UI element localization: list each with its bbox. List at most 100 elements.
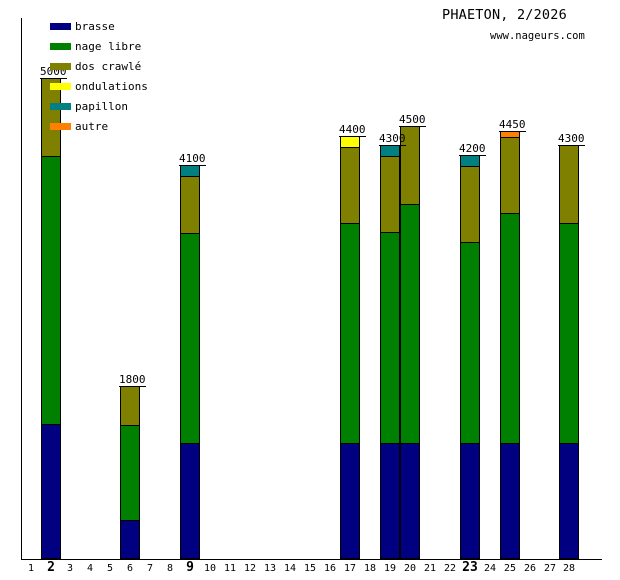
x-axis-line (21, 559, 602, 560)
bar-segment-dos-crawle (401, 127, 419, 204)
x-axis-label-day-1[interactable]: 1 (27, 563, 35, 574)
x-axis-label-day-28[interactable]: 28 (562, 563, 576, 574)
bar-segment-nage-libre (181, 232, 199, 444)
bar-segment-papillon (461, 156, 479, 166)
bar-day-23[interactable] (460, 155, 480, 559)
bar-value-label-day-25: 4450 (499, 118, 526, 132)
x-axis-label-day-15[interactable]: 15 (303, 563, 317, 574)
bar-segment-brasse (42, 423, 60, 558)
x-axis-label-day-7[interactable]: 7 (146, 563, 154, 574)
x-axis-label-day-3[interactable]: 3 (66, 563, 74, 574)
x-axis-label-day-19[interactable]: 19 (383, 563, 397, 574)
website-link[interactable]: www.nageurs.com (490, 30, 585, 42)
bar-segment-dos-crawle (121, 387, 139, 425)
bar-segment-brasse (341, 443, 359, 558)
legend-label: brasse (75, 19, 115, 33)
bar-segment-dos-crawle (42, 79, 60, 156)
bar-segment-nage-libre (42, 155, 60, 424)
legend-item-autre: autre (50, 116, 148, 136)
x-axis-label-day-27[interactable]: 27 (543, 563, 557, 574)
bar-segment-papillon (181, 166, 199, 176)
bar-segment-brasse (381, 443, 399, 558)
x-axis-label-day-23[interactable]: 23 (462, 560, 478, 575)
papillon-color-swatch (50, 102, 71, 110)
bar-value-label-day-28: 4300 (558, 132, 585, 146)
x-axis-label-day-6[interactable]: 6 (126, 563, 134, 574)
x-axis-label-day-16[interactable]: 16 (323, 563, 337, 574)
brasse-color-swatch (50, 22, 71, 30)
bar-value-label-day-20: 4500 (399, 113, 426, 127)
legend: brasse nage libre dos crawlé ondulations pap… (50, 16, 148, 136)
bar-segment-autre (501, 132, 519, 137)
x-axis-label-day-2[interactable]: 2 (47, 560, 55, 575)
x-axis-label-day-26[interactable]: 26 (523, 563, 537, 574)
autre-color-swatch (50, 122, 71, 130)
x-axis-label-day-25[interactable]: 25 (503, 563, 517, 574)
x-axis-label-day-21[interactable]: 21 (423, 563, 437, 574)
bar-segment-nage-libre (401, 203, 419, 444)
x-axis-label-day-9[interactable]: 9 (186, 560, 194, 575)
bar-day-28[interactable] (559, 145, 579, 559)
bar-day-20[interactable] (400, 126, 420, 559)
bar-segment-nage-libre (121, 424, 139, 520)
legend-item-brasse: brasse (50, 16, 148, 36)
bar-value-label-day-2: 5000 (40, 65, 67, 79)
x-axis-label-day-4[interactable]: 4 (86, 563, 94, 574)
bar-segment-dos-crawle (501, 136, 519, 214)
bar-value-label-day-6: 1800 (119, 373, 146, 387)
x-axis-label-day-12[interactable]: 12 (243, 563, 257, 574)
bar-value-label-day-17: 4400 (339, 123, 366, 137)
legend-label: nage libre (75, 39, 142, 53)
bar-segment-nage-libre (381, 232, 399, 443)
bar-day-17[interactable] (340, 136, 360, 559)
bar-segment-brasse (401, 443, 419, 558)
bar-segment-dos-crawle (560, 146, 578, 223)
legend-item-ondulations: ondulations (50, 76, 148, 96)
bar-segment-brasse (560, 443, 578, 558)
y-axis-line (21, 18, 22, 559)
bar-segment-nage-libre (560, 222, 578, 443)
legend-label: dos crawlé (75, 59, 142, 73)
bar-day-25[interactable] (500, 131, 520, 559)
bar-segment-brasse (501, 443, 519, 558)
bar-segment-brasse (181, 443, 199, 558)
nage-libre-color-swatch (50, 42, 71, 50)
bar-segment-nage-libre (461, 242, 479, 444)
bar-segment-dos-crawle (381, 155, 399, 233)
x-axis-label-day-17[interactable]: 17 (343, 563, 357, 574)
legend-item-papillon: papillon (50, 96, 148, 116)
bar-segment-nage-libre (341, 223, 359, 444)
bar-segment-ondulations (341, 137, 359, 147)
bar-day-6[interactable] (120, 386, 140, 559)
bar-segment-brasse (461, 443, 479, 558)
bar-day-9[interactable] (180, 165, 200, 559)
bar-segment-dos-crawle (341, 146, 359, 224)
x-axis-label-day-13[interactable]: 13 (263, 563, 277, 574)
x-axis-label-day-20[interactable]: 20 (403, 563, 417, 574)
legend-label: ondulations (75, 79, 148, 93)
chart-title: PHAETON, 2/2026 (442, 7, 567, 23)
x-axis-label-day-5[interactable]: 5 (106, 563, 114, 574)
bar-segment-dos-crawle (461, 165, 479, 243)
bar-value-label-day-19: 4300 (379, 132, 406, 146)
legend-item-dos-crawle: dos crawlé (50, 56, 148, 76)
legend-label: autre (75, 119, 109, 133)
dos-crawle-color-swatch (50, 62, 71, 70)
x-axis-label-day-14[interactable]: 14 (283, 563, 297, 574)
x-axis-label-day-11[interactable]: 11 (223, 563, 237, 574)
bar-segment-papillon (381, 146, 399, 156)
legend-label: papillon (75, 99, 128, 113)
bar-day-2[interactable] (41, 78, 61, 559)
bar-segment-nage-libre (501, 213, 519, 444)
bar-value-label-day-23: 4200 (459, 142, 486, 156)
x-axis-label-day-22[interactable]: 22 (443, 563, 457, 574)
bar-segment-brasse (121, 519, 139, 558)
bar-day-19[interactable] (380, 145, 400, 559)
bar-segment-dos-crawle (181, 175, 199, 233)
ondulations-color-swatch (50, 82, 71, 90)
x-axis-label-day-8[interactable]: 8 (166, 563, 174, 574)
x-axis-label-day-24[interactable]: 24 (483, 563, 497, 574)
x-axis-label-day-18[interactable]: 18 (363, 563, 377, 574)
x-axis-label-day-10[interactable]: 10 (203, 563, 217, 574)
